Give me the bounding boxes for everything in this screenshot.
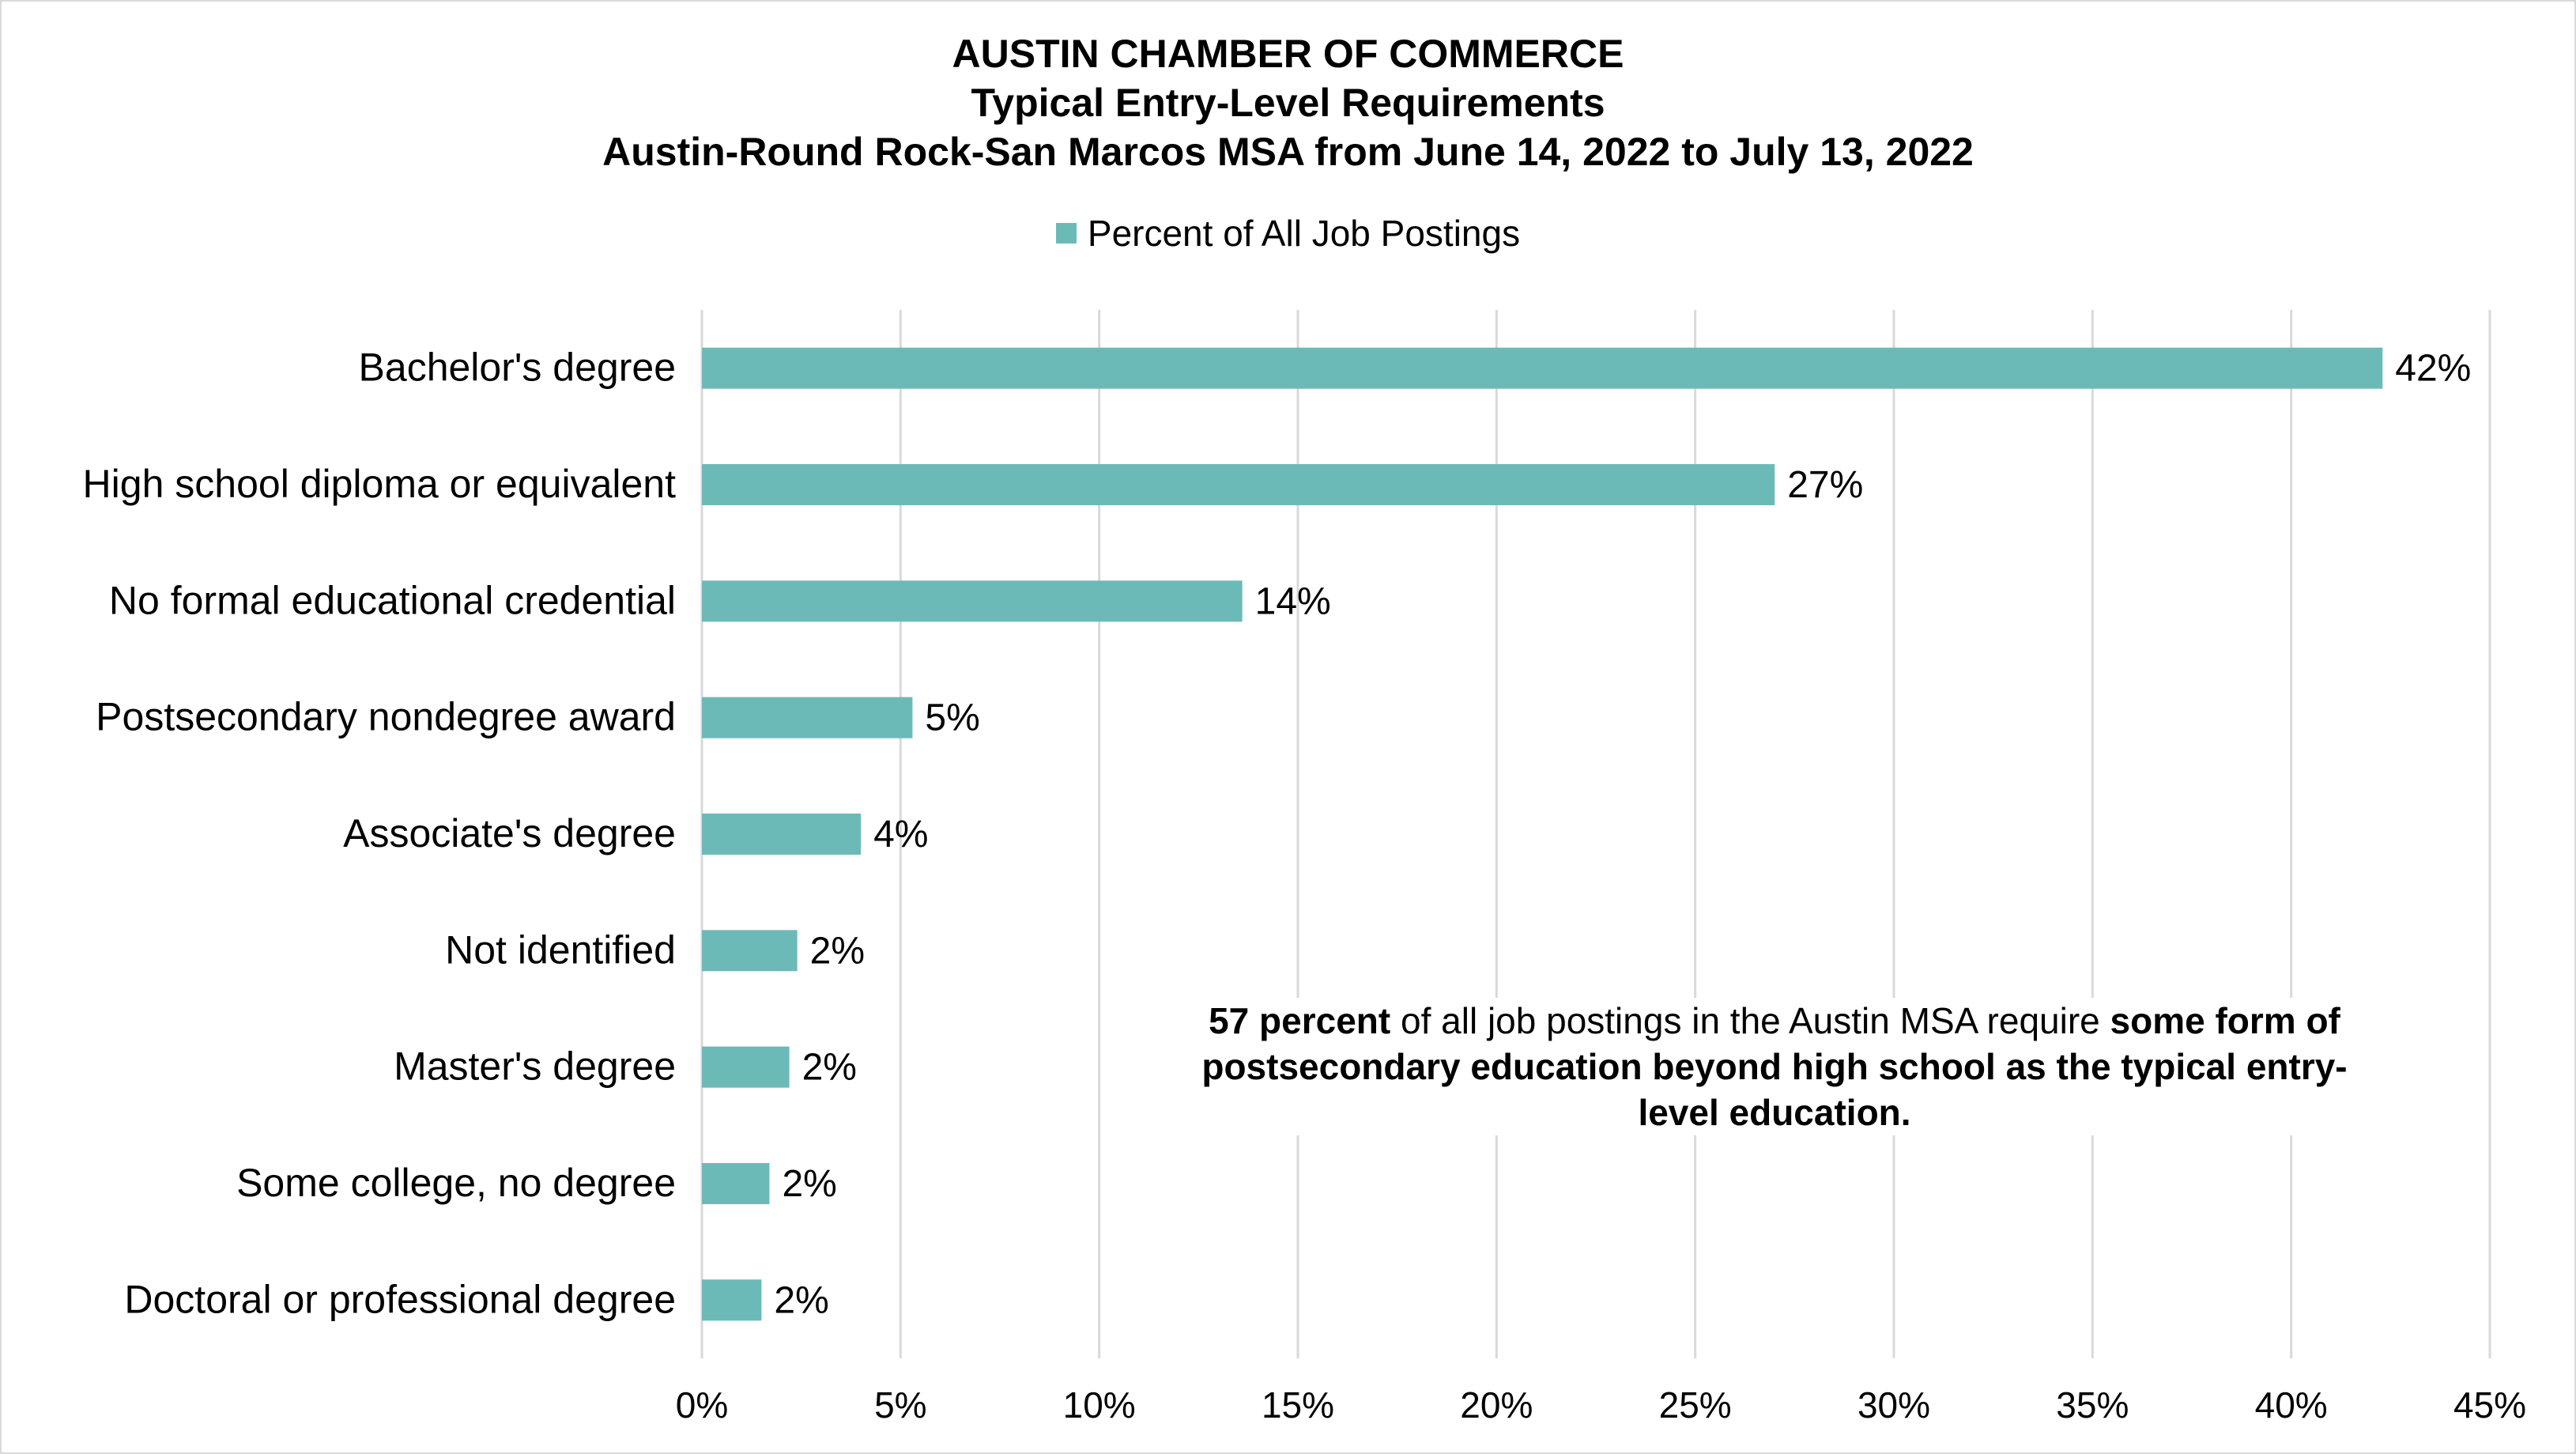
annotation-bold-2: some form of postsecondary education bey… (1201, 1000, 2348, 1133)
bar (702, 930, 798, 972)
data-label: 4% (873, 814, 928, 855)
bar (702, 347, 2383, 389)
x-tick-label: 5% (874, 1384, 926, 1426)
data-label: 2% (782, 1163, 836, 1205)
bar (702, 814, 862, 855)
legend-swatch (1055, 223, 1077, 244)
category-label: Postsecondary nondegree award (96, 695, 676, 739)
bar (702, 464, 1775, 505)
chart-subtitle: Typical Entry-Level Requirements (971, 81, 1605, 125)
category-label: Bachelor's degree (359, 346, 676, 390)
category-label: No formal educational credential (109, 578, 676, 622)
data-label: 2% (810, 930, 865, 972)
category-label: Associate's degree (343, 811, 676, 855)
data-label: 5% (925, 697, 979, 739)
category-label: Some college, no degree (236, 1161, 676, 1205)
annotation-box: 57 percent of all job postings in the Au… (1190, 998, 2359, 1135)
x-tick-label: 20% (1460, 1384, 1533, 1426)
data-label: 27% (1787, 464, 1863, 506)
bar (702, 697, 913, 738)
chart-subtitle-range: Austin-Round Rock-San Marcos MSA from Ju… (602, 130, 1974, 174)
bar (702, 1046, 790, 1088)
x-tick-label: 45% (2453, 1384, 2526, 1426)
bar (702, 1163, 770, 1204)
category-label: Not identified (445, 927, 676, 972)
x-tick-label: 30% (1858, 1384, 1930, 1426)
data-label: 14% (1255, 580, 1331, 622)
legend: Percent of All Job Postings (0, 212, 2576, 255)
data-label: 2% (802, 1047, 857, 1089)
x-tick-label: 15% (1262, 1384, 1334, 1426)
x-tick-label: 0% (676, 1384, 728, 1426)
data-label: 42% (2395, 348, 2471, 390)
x-tick-label: 40% (2255, 1384, 2328, 1426)
bar (702, 1279, 762, 1321)
data-label: 2% (774, 1279, 828, 1321)
chart-title: AUSTIN CHAMBER OF COMMERCE (952, 32, 1624, 76)
category-label: High school diploma or equivalent (83, 462, 677, 506)
bar (702, 580, 1243, 622)
category-label: Doctoral or professional degree (124, 1277, 676, 1321)
category-label: Master's degree (394, 1044, 676, 1089)
legend-label: Percent of All Job Postings (1087, 213, 1521, 254)
x-tick-label: 35% (2056, 1384, 2129, 1426)
x-tick-label: 10% (1063, 1384, 1136, 1426)
x-tick-label: 25% (1659, 1384, 1732, 1426)
annotation-bold-1: 57 percent (1209, 1000, 1391, 1041)
annotation-text: of all job postings in the Austin MSA re… (1390, 1000, 2110, 1041)
